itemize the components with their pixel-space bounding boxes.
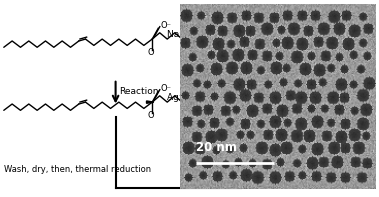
Text: O⁻: O⁻ bbox=[160, 85, 171, 93]
Text: Nitrate: Nitrate bbox=[190, 36, 221, 45]
Text: Wash, dry, then, thermal reduction: Wash, dry, then, thermal reduction bbox=[4, 165, 151, 174]
Text: O⁻: O⁻ bbox=[160, 21, 171, 30]
Text: Sodium: Sodium bbox=[191, 87, 225, 96]
Text: Na⁺ +: Na⁺ + bbox=[168, 30, 195, 39]
Text: Reaction: Reaction bbox=[119, 87, 159, 96]
Text: Ag⁺ +: Ag⁺ + bbox=[168, 93, 194, 102]
Text: Silver: Silver bbox=[190, 24, 215, 33]
Text: O: O bbox=[148, 111, 154, 120]
Text: O: O bbox=[148, 48, 154, 57]
Text: Nitrate: Nitrate bbox=[191, 99, 222, 108]
Polygon shape bbox=[147, 101, 154, 103]
